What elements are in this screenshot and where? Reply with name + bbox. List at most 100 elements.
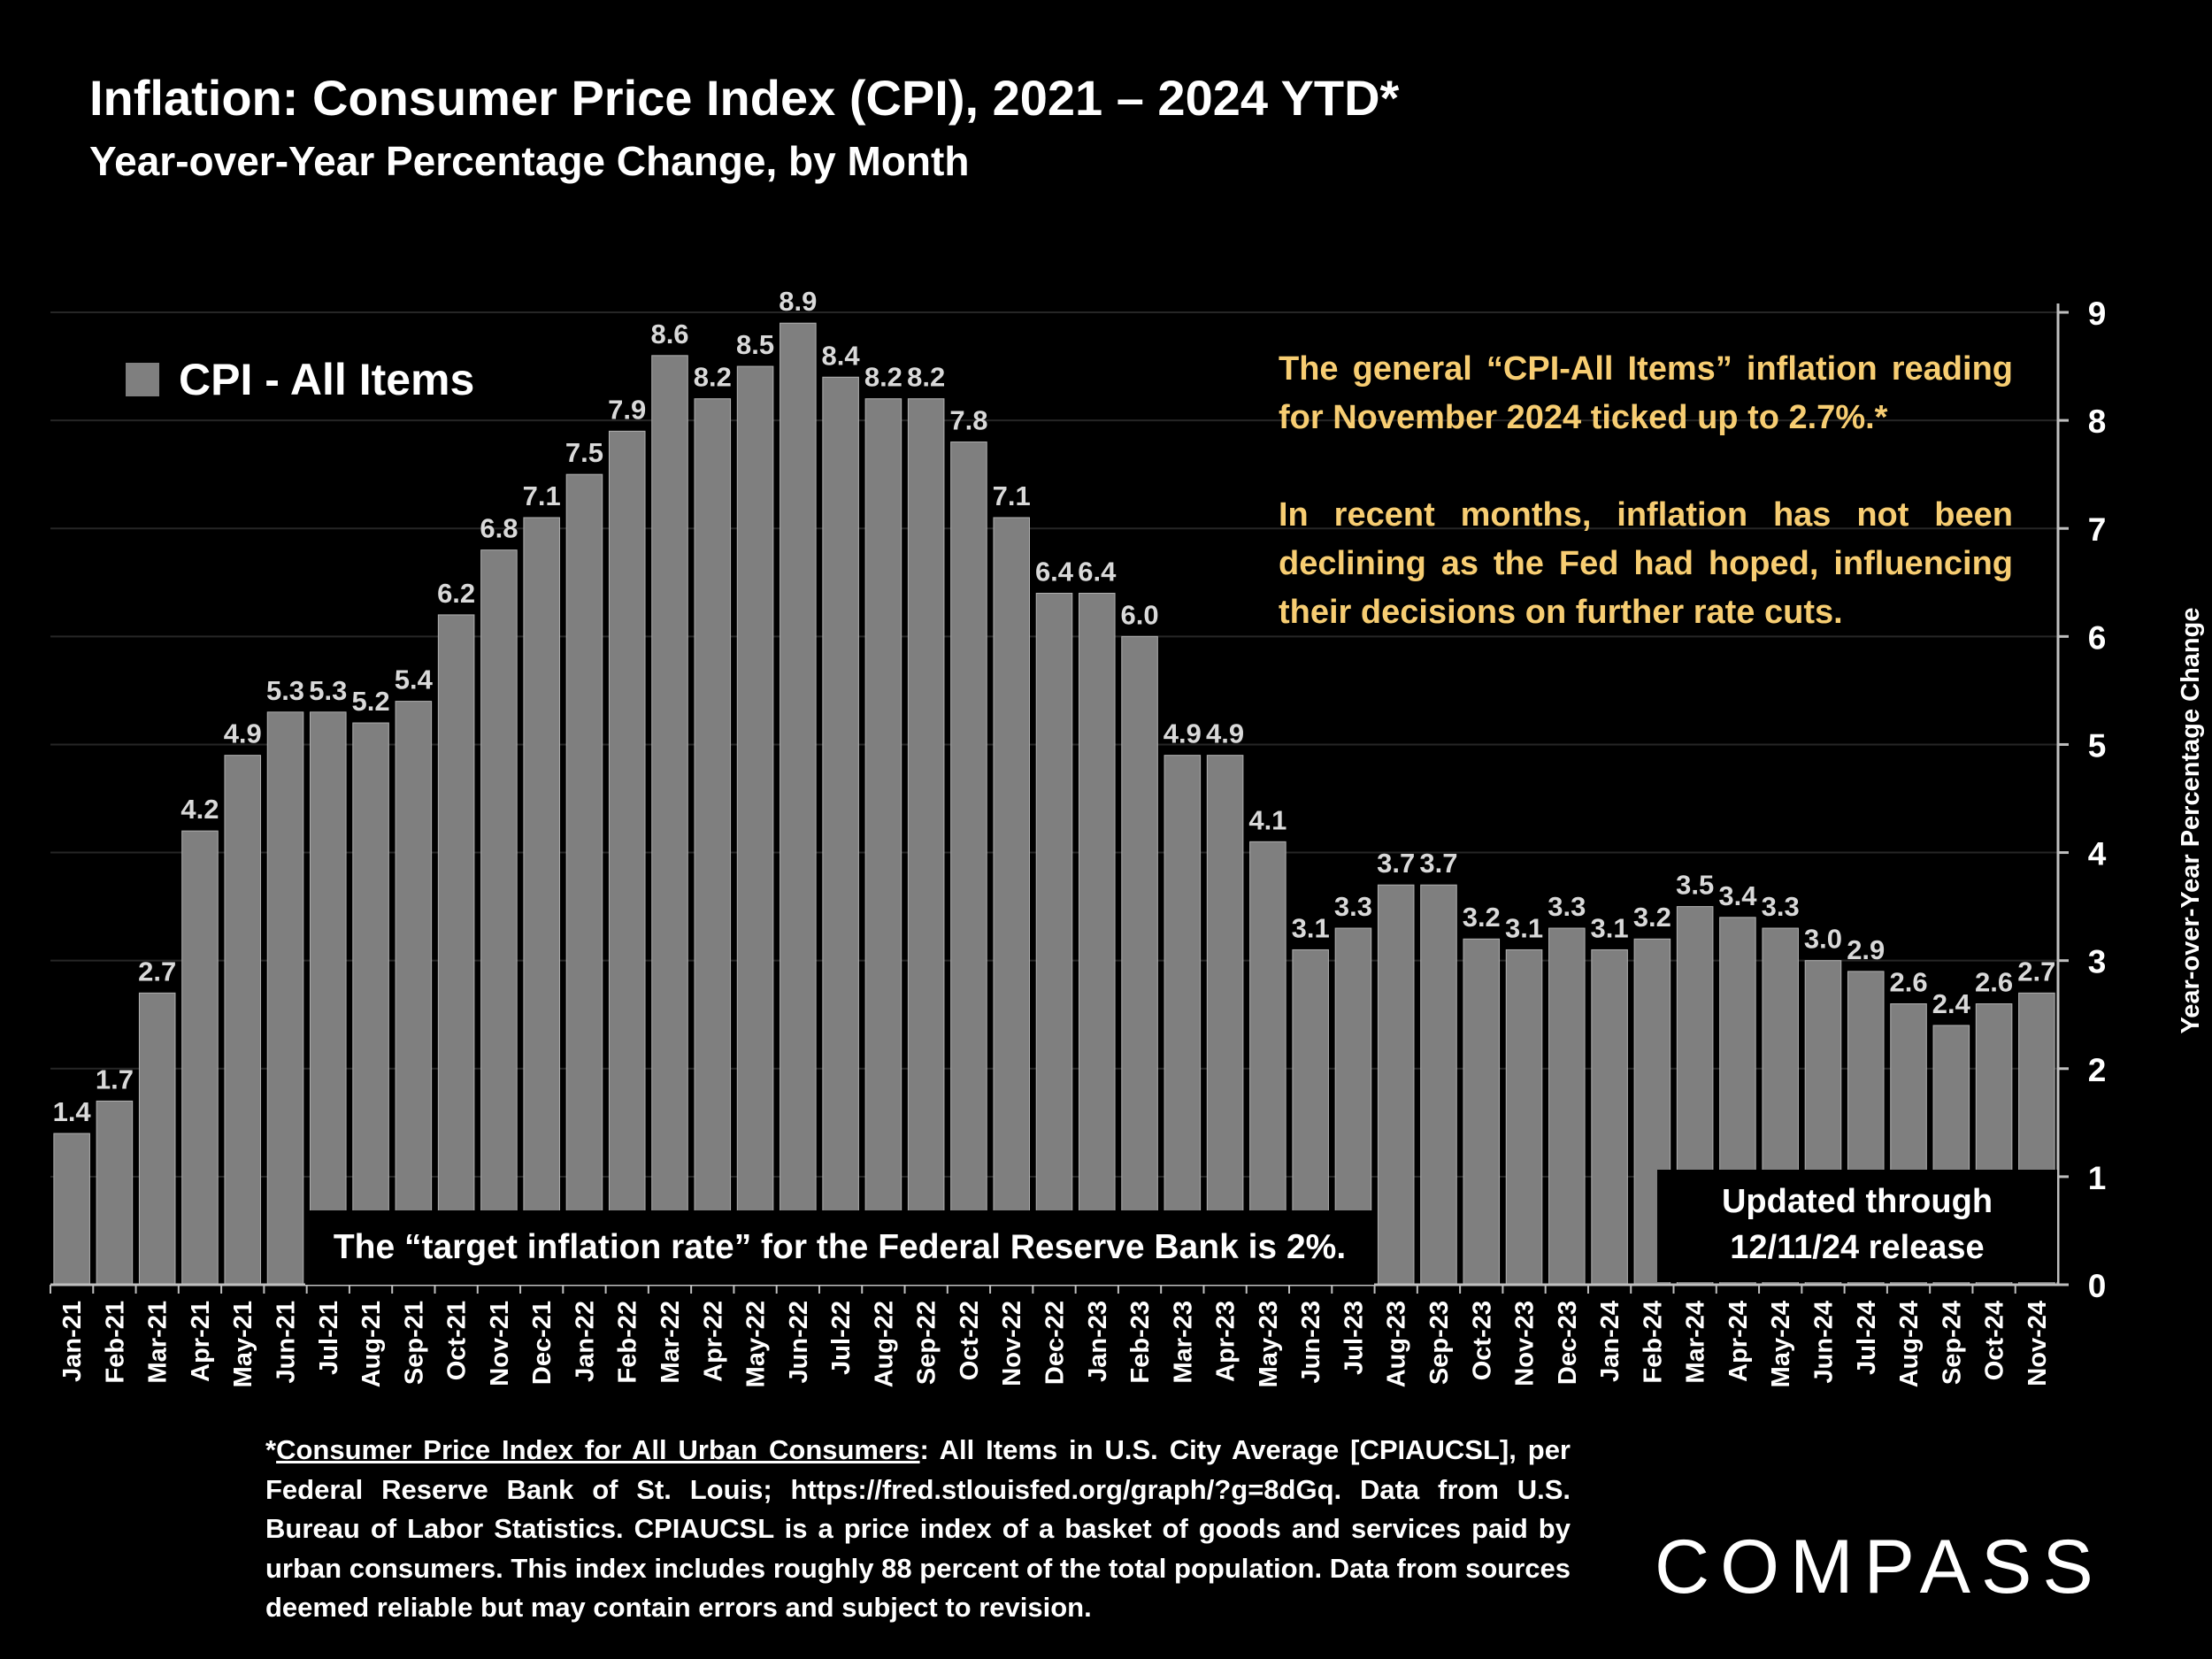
data-label: 4.1 bbox=[1248, 804, 1286, 835]
y-tick-label: 4 bbox=[2088, 836, 2107, 872]
data-label: 3.7 bbox=[1419, 848, 1457, 879]
legend-swatch bbox=[126, 363, 159, 396]
x-tick-label: Jan-22 bbox=[571, 1301, 599, 1382]
x-tick-label: Mar-24 bbox=[1682, 1301, 1710, 1384]
data-label: 8.2 bbox=[864, 362, 902, 393]
data-label: 3.3 bbox=[1334, 891, 1372, 922]
bar bbox=[523, 517, 560, 1286]
x-tick-label: Jan-24 bbox=[1596, 1301, 1624, 1382]
x-tick-label: Apr-22 bbox=[699, 1301, 727, 1382]
bar bbox=[224, 755, 262, 1286]
bar bbox=[608, 430, 646, 1286]
x-tick-label: Apr-21 bbox=[187, 1301, 215, 1382]
data-label: 4.9 bbox=[1164, 718, 1202, 749]
data-label: 3.2 bbox=[1463, 902, 1501, 933]
data-label: 2.7 bbox=[138, 956, 176, 987]
x-tick-label: Jun-21 bbox=[273, 1301, 301, 1383]
bar bbox=[181, 830, 219, 1286]
bar bbox=[310, 711, 347, 1286]
inflation-annotation: The general “CPI-All Items” inflation re… bbox=[1279, 345, 2013, 686]
x-tick-label: Oct-23 bbox=[1468, 1301, 1496, 1380]
bar bbox=[1206, 755, 1244, 1286]
updated-note-line-1: Updated through bbox=[1721, 1183, 1993, 1220]
x-tick-label: Jul-23 bbox=[1340, 1301, 1368, 1375]
data-label: 3.5 bbox=[1676, 870, 1714, 901]
footnote-body: : All Items in U.S. City Average [CPIAUC… bbox=[265, 1434, 1571, 1623]
footnote-marker: * bbox=[265, 1434, 277, 1465]
chart-subtitle: Year-over-Year Percentage Change, by Mon… bbox=[89, 138, 970, 184]
y-tick-label: 1 bbox=[2088, 1160, 2107, 1196]
data-label: 3.1 bbox=[1292, 912, 1330, 943]
data-label: 6.8 bbox=[480, 513, 518, 544]
x-tick-label: Oct-21 bbox=[443, 1301, 472, 1380]
bar bbox=[651, 355, 688, 1286]
x-tick-label: Dec-21 bbox=[528, 1301, 557, 1385]
bar bbox=[736, 365, 774, 1286]
bar bbox=[565, 473, 603, 1286]
data-label: 3.0 bbox=[1804, 924, 1842, 955]
data-label: 2.6 bbox=[1889, 967, 1927, 998]
data-label: 5.3 bbox=[266, 675, 304, 706]
data-label: 1.4 bbox=[53, 1096, 92, 1127]
x-tick-label: Sep-24 bbox=[1938, 1301, 1966, 1385]
data-label: 2.4 bbox=[1932, 988, 1971, 1019]
x-tick-label: Mar-21 bbox=[144, 1301, 173, 1384]
bar bbox=[1079, 592, 1116, 1286]
data-label: 8.4 bbox=[822, 340, 861, 371]
x-tick-label: Jun-22 bbox=[785, 1301, 813, 1383]
y-tick-label: 0 bbox=[2088, 1268, 2107, 1304]
bar bbox=[480, 549, 518, 1286]
x-tick-label: Jul-21 bbox=[315, 1301, 343, 1375]
y-tick-label: 7 bbox=[2088, 511, 2107, 548]
data-label: 5.3 bbox=[309, 675, 347, 706]
data-label: 6.4 bbox=[1035, 556, 1074, 587]
x-tick-label: May-24 bbox=[1767, 1301, 1795, 1387]
chart-legend: CPI - All Items bbox=[126, 354, 474, 405]
y-tick-label: 5 bbox=[2088, 727, 2107, 764]
data-label: 4.2 bbox=[180, 794, 219, 825]
x-tick-label: Nov-21 bbox=[486, 1301, 514, 1386]
bar bbox=[822, 376, 859, 1286]
data-label: 8.2 bbox=[694, 362, 732, 393]
y-axis-title: Year-over-Year Percentage Change bbox=[2177, 608, 2205, 1034]
x-tick-label: Feb-21 bbox=[101, 1301, 129, 1383]
x-tick-label: Oct-22 bbox=[956, 1301, 984, 1380]
annotation-paragraph-2: In recent months, inflation has not been… bbox=[1279, 496, 2013, 631]
data-label: 2.7 bbox=[2017, 956, 2055, 987]
bar bbox=[1035, 592, 1073, 1286]
x-tick-label: Mar-22 bbox=[657, 1301, 685, 1384]
data-label: 7.1 bbox=[993, 480, 1031, 511]
bar bbox=[1164, 755, 1202, 1286]
y-tick-label: 6 bbox=[2088, 619, 2107, 656]
x-tick-label: May-23 bbox=[1255, 1301, 1283, 1387]
bar bbox=[1505, 949, 1543, 1286]
x-tick-label: Feb-22 bbox=[614, 1301, 642, 1383]
updated-note-line-2: 12/11/24 release bbox=[1730, 1229, 1985, 1266]
x-tick-label: Jul-22 bbox=[827, 1301, 856, 1375]
bar bbox=[437, 614, 475, 1286]
data-label: 2.9 bbox=[1847, 934, 1885, 965]
data-label: 3.4 bbox=[1718, 880, 1757, 911]
data-label: 3.7 bbox=[1377, 848, 1415, 879]
data-label: 7.9 bbox=[608, 394, 646, 425]
x-tick-label: Oct-24 bbox=[1981, 1301, 2009, 1380]
data-label: 3.1 bbox=[1591, 912, 1629, 943]
data-label: 7.5 bbox=[565, 437, 603, 468]
x-tick-label: Dec-22 bbox=[1041, 1301, 1070, 1385]
footnote-source-link: Consumer Price Index for All Urban Consu… bbox=[276, 1434, 920, 1465]
bar bbox=[907, 398, 945, 1286]
data-label: 5.2 bbox=[352, 686, 390, 717]
data-label: 7.1 bbox=[523, 480, 561, 511]
data-label: 1.7 bbox=[96, 1064, 134, 1094]
bar bbox=[266, 711, 304, 1286]
bar bbox=[1463, 938, 1501, 1286]
data-label: 7.8 bbox=[949, 405, 987, 436]
bar bbox=[395, 701, 433, 1286]
y-tick-label: 8 bbox=[2088, 403, 2107, 440]
data-label: 8.6 bbox=[650, 319, 688, 349]
x-tick-label: Apr-24 bbox=[1724, 1301, 1753, 1382]
x-tick-label: Jan-23 bbox=[1084, 1301, 1112, 1382]
bar bbox=[1377, 884, 1415, 1286]
x-tick-label: Jun-23 bbox=[1297, 1301, 1325, 1383]
